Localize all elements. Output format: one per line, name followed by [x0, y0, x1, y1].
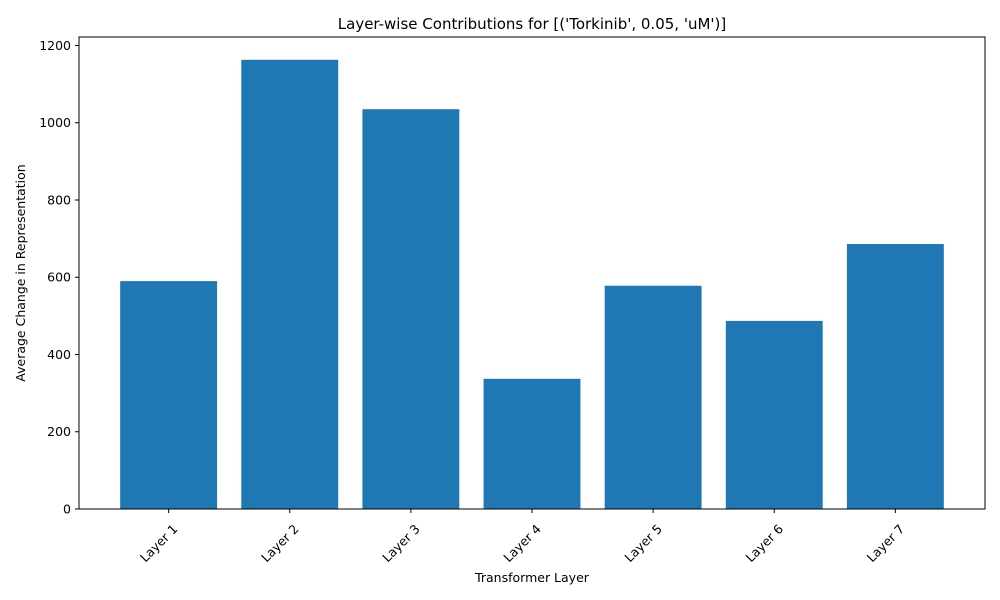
x-tick-label: Layer 1: [137, 521, 181, 565]
chart-title: Layer-wise Contributions for [('Torkinib…: [338, 15, 726, 33]
x-tick-label: Layer 2: [258, 521, 302, 565]
x-tick-label: Layer 3: [379, 521, 423, 565]
bar-5: [604, 285, 702, 509]
bars: [120, 59, 944, 509]
bar-1: [120, 281, 218, 509]
y-axis-label: Average Change in Representation: [13, 164, 28, 381]
x-tick-label: Layer 5: [621, 521, 665, 565]
y-tick-label: 600: [47, 270, 71, 285]
x-axis-label: Transformer Layer: [474, 570, 590, 585]
x-axis: Layer 1 Layer 2 Layer 3 Layer 4 Layer 5 Layer…: [137, 509, 907, 565]
y-tick-label: 1000: [39, 115, 71, 130]
y-tick-label: 800: [47, 192, 71, 207]
y-tick-label: 0: [63, 502, 71, 517]
bar-2: [241, 59, 339, 509]
bar-4: [483, 378, 581, 509]
y-axis: 0 200 400 600 800 1000 1200: [39, 38, 79, 517]
x-tick-label: Layer 7: [864, 521, 908, 565]
y-tick-label: 200: [47, 424, 71, 439]
y-tick-label: 400: [47, 347, 71, 362]
bar-7: [846, 244, 944, 509]
x-tick-label: Layer 6: [742, 521, 786, 565]
y-tick-label: 1200: [39, 38, 71, 53]
bar-3: [362, 109, 460, 509]
bar-6: [725, 320, 823, 509]
x-tick-label: Layer 4: [500, 521, 544, 565]
